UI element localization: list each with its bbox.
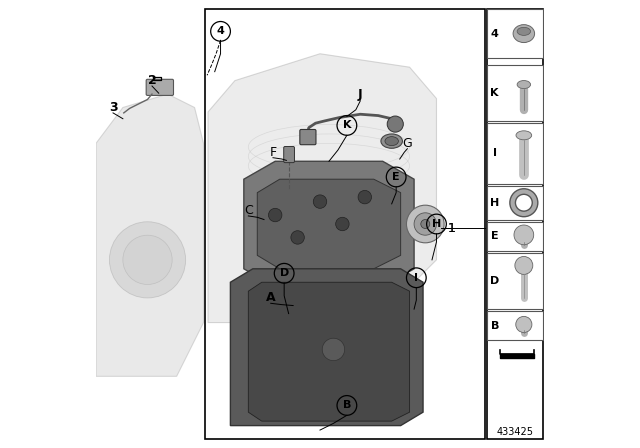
Circle shape	[421, 220, 430, 228]
Bar	[486, 65, 543, 121]
Bar	[486, 9, 543, 58]
Bar	[486, 253, 543, 309]
Circle shape	[515, 256, 533, 274]
Text: I: I	[414, 273, 419, 283]
Ellipse shape	[381, 134, 403, 148]
Circle shape	[269, 208, 282, 222]
FancyBboxPatch shape	[146, 79, 173, 95]
Circle shape	[291, 231, 305, 244]
Text: 4: 4	[216, 26, 225, 36]
Text: B: B	[490, 321, 499, 331]
Polygon shape	[208, 54, 436, 323]
Bar	[486, 9, 543, 439]
Text: D: D	[490, 276, 499, 286]
Circle shape	[514, 225, 534, 245]
Text: E: E	[491, 231, 499, 241]
Text: A: A	[266, 291, 276, 305]
Text: B: B	[342, 401, 351, 410]
Text: 2: 2	[148, 74, 156, 87]
Text: E: E	[392, 172, 400, 182]
Text: K: K	[490, 88, 499, 98]
Circle shape	[109, 222, 186, 298]
Ellipse shape	[385, 137, 398, 146]
Polygon shape	[248, 282, 410, 421]
Polygon shape	[230, 269, 423, 426]
Bar	[486, 311, 543, 340]
Polygon shape	[96, 94, 204, 376]
Circle shape	[414, 213, 436, 235]
Ellipse shape	[516, 131, 532, 140]
Text: C: C	[244, 204, 253, 217]
Text: G: G	[403, 137, 412, 150]
Polygon shape	[244, 161, 414, 287]
FancyBboxPatch shape	[284, 146, 294, 163]
Bar	[205, 9, 485, 439]
Text: F: F	[269, 146, 276, 159]
Text: 3: 3	[109, 101, 117, 114]
FancyBboxPatch shape	[300, 129, 316, 145]
Text: J: J	[358, 87, 363, 101]
Text: H: H	[432, 219, 441, 229]
Ellipse shape	[517, 81, 531, 89]
Circle shape	[406, 205, 444, 243]
Circle shape	[322, 338, 344, 361]
Text: K: K	[342, 121, 351, 130]
Circle shape	[516, 316, 532, 332]
Text: D: D	[280, 268, 289, 278]
Polygon shape	[257, 179, 401, 269]
Text: H: H	[490, 198, 499, 208]
Text: 1: 1	[447, 222, 455, 235]
Bar	[486, 186, 543, 220]
Bar	[486, 123, 543, 184]
Ellipse shape	[517, 27, 531, 35]
Circle shape	[314, 195, 327, 208]
Text: 4: 4	[491, 29, 499, 39]
Ellipse shape	[513, 25, 534, 43]
Text: 1: 1	[447, 222, 455, 235]
Bar	[486, 222, 543, 251]
Circle shape	[335, 217, 349, 231]
Circle shape	[387, 116, 403, 132]
Text: I: I	[493, 148, 497, 159]
Text: 433425: 433425	[497, 427, 533, 437]
Circle shape	[123, 235, 172, 284]
Circle shape	[358, 190, 371, 204]
